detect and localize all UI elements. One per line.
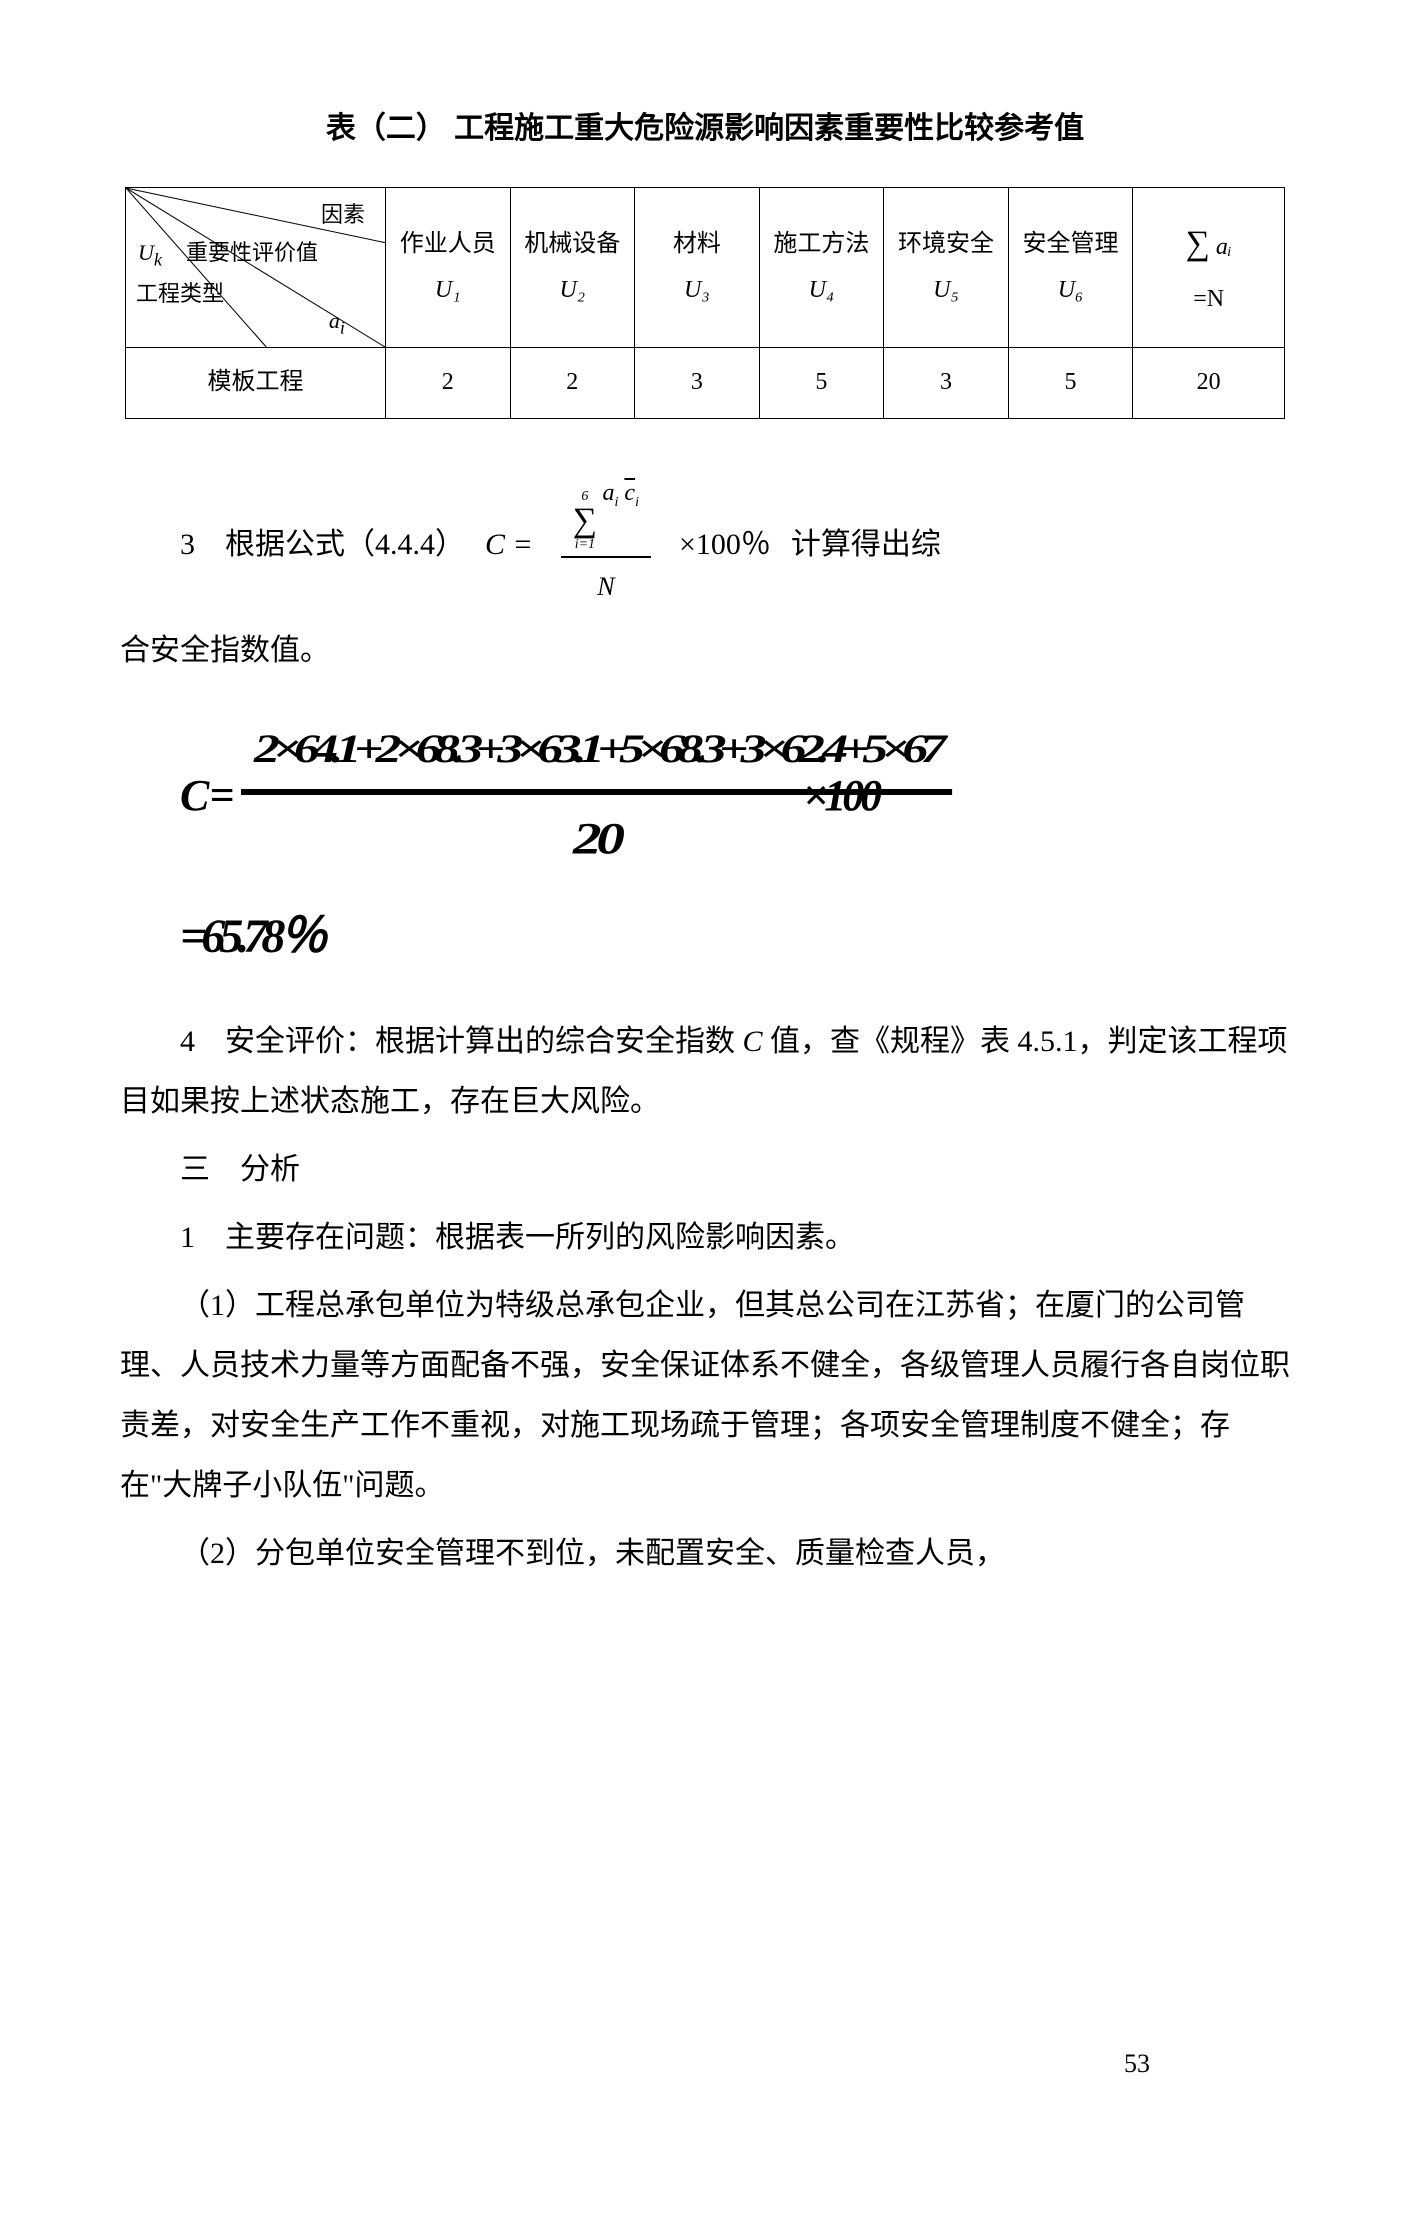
formula-times: ×100％ bbox=[679, 516, 771, 573]
corner-label-uk: Uk bbox=[138, 232, 162, 277]
formula-tail: 计算得出综 bbox=[791, 516, 941, 573]
page-number: 53 bbox=[1124, 2039, 1150, 2088]
para-1-1: （1）工程总承包单位为特级总承包企业，但其总公司在江苏省；在厦门的公司管理、人员… bbox=[120, 1276, 1290, 1516]
para-1-2: （2）分包单位安全管理不到位，未配置安全、质量检查人员， bbox=[120, 1524, 1290, 1584]
cell: 3 bbox=[884, 348, 1009, 419]
cell: 5 bbox=[759, 348, 884, 419]
col-header-4: 施工方法 U₄ bbox=[759, 188, 884, 348]
cell: 2 bbox=[385, 348, 510, 419]
col-header-5: 环境安全 U₅ bbox=[884, 188, 1009, 348]
corner-label-factor: 因素 bbox=[321, 194, 365, 236]
corner-label-importance: 重要性评价值 bbox=[186, 232, 318, 274]
formula-line: 3 根据公式（4.4.4） C = 6 ∑ i=1 ai ci N ×100％ … bbox=[120, 479, 1290, 611]
calculation-display: C= 2×64.1+2×68.3+3×63.1+5×68.3+3×62.4+5×… bbox=[180, 711, 1290, 982]
para-4: 4 安全评价：根据计算出的综合安全指数 C 值，查《规程》表 4.5.1，判定该… bbox=[120, 1012, 1290, 1132]
col-header-sum: ∑ aᵢ =N bbox=[1133, 188, 1285, 348]
body-text: 4 安全评价：根据计算出的综合安全指数 C 值，查《规程》表 4.5.1，判定该… bbox=[120, 1012, 1290, 1584]
row-label: 模板工程 bbox=[126, 348, 386, 419]
table-title: 表（二） 工程施工重大危险源影响因素重要性比较参考值 bbox=[120, 100, 1290, 157]
col-header-3: 材料 U₃ bbox=[635, 188, 760, 348]
reference-table: 因素 Uk 重要性评价值 工程类型 ai 作业人员 U₁ 机械设备 U₂ 材料 … bbox=[125, 187, 1285, 419]
formula-lead: 3 根据公式（4.4.4） bbox=[120, 516, 465, 573]
cell-sum: 20 bbox=[1133, 348, 1285, 419]
corner-label-project-type: 工程类型 bbox=[136, 273, 224, 315]
col-header-1: 作业人员 U₁ bbox=[385, 188, 510, 348]
corner-label-ai: ai bbox=[329, 300, 345, 345]
col-header-6: 安全管理 U₆ bbox=[1008, 188, 1133, 348]
formula-fraction: 6 ∑ i=1 ai ci N bbox=[561, 479, 651, 611]
cell: 3 bbox=[635, 348, 760, 419]
cell: 5 bbox=[1008, 348, 1133, 419]
col-header-2: 机械设备 U₂ bbox=[510, 188, 635, 348]
cell: 2 bbox=[510, 348, 635, 419]
corner-cell: 因素 Uk 重要性评价值 工程类型 ai bbox=[126, 188, 386, 348]
formula-continue: 合安全指数值。 bbox=[120, 621, 1290, 681]
header-row: 因素 Uk 重要性评价值 工程类型 ai 作业人员 U₁ 机械设备 U₂ 材料 … bbox=[126, 188, 1285, 348]
table-row: 模板工程 2 2 3 5 3 5 20 bbox=[126, 348, 1285, 419]
para-1: 1 主要存在问题：根据表一所列的风险影响因素。 bbox=[120, 1208, 1290, 1268]
formula-C: C = bbox=[485, 516, 533, 573]
section-3-title: 三 分析 bbox=[120, 1140, 1290, 1200]
